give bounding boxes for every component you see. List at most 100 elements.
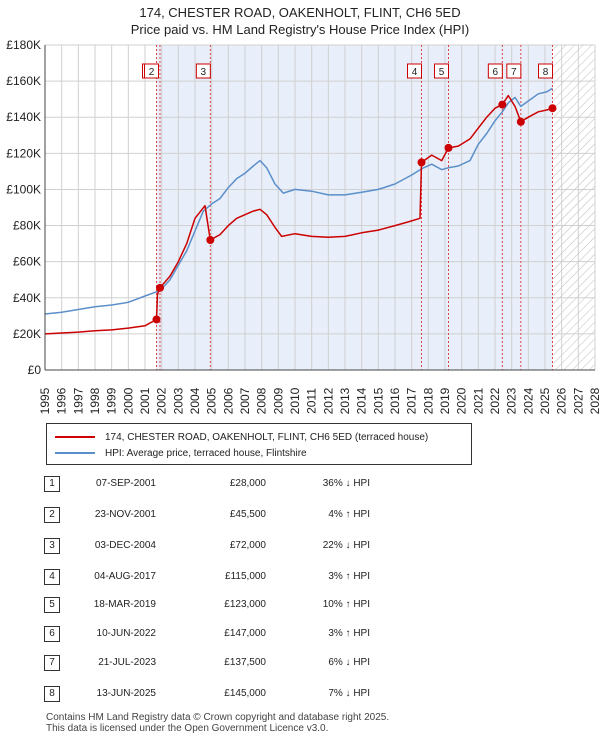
- sale-point: [548, 104, 557, 113]
- row-number: 2: [44, 507, 60, 523]
- x-tick-label: 2008: [255, 387, 269, 414]
- row-number: 3: [44, 538, 60, 554]
- table-row: 4 04-AUG-2017 £115,000 3% ↑ HPI: [0, 566, 600, 586]
- row-price: £137,500: [224, 657, 266, 668]
- x-tick-label: 2010: [288, 387, 302, 414]
- row-hpi-diff: 6% ↓ HPI: [328, 657, 370, 668]
- sale-point: [417, 158, 426, 167]
- y-tick-label: £80K: [13, 219, 41, 233]
- sale-point: [206, 236, 215, 244]
- x-tick-label: 2018: [421, 387, 435, 414]
- row-price: £147,000: [224, 628, 266, 639]
- footer-line-1: Contains HM Land Registry data © Crown c…: [46, 712, 390, 723]
- legend-hpi-label: HPI: Average price, terraced house, Flin…: [105, 447, 307, 459]
- y-tick-label: £160K: [6, 74, 41, 88]
- table-row: 1 07-SEP-2001 £28,000 36% ↓ HPI: [0, 473, 600, 493]
- hpi-line: [44, 87, 553, 315]
- legend-item-property: 174, CHESTER ROAD, OAKENHOLT, FLINT, CH6…: [55, 430, 428, 444]
- x-tick-label: 2004: [188, 387, 202, 414]
- sale-label: 6: [493, 67, 499, 78]
- row-price: £72,000: [229, 540, 266, 551]
- sale-label: 3: [201, 67, 207, 78]
- row-date: 21-JUL-2023: [98, 657, 156, 668]
- table-row: 7 21-JUL-2023 £137,500 6% ↓ HPI: [0, 652, 600, 672]
- table-row: 5 18-MAR-2019 £123,000 10% ↑ HPI: [0, 594, 600, 614]
- sale-point: [156, 283, 164, 292]
- row-price: £45,500: [229, 509, 266, 520]
- row-price: £28,000: [229, 478, 266, 489]
- x-tick-label: 2017: [405, 387, 419, 414]
- legend-item-hpi: HPI: Average price, terraced house, Flin…: [55, 446, 307, 460]
- x-tick-label: 2001: [138, 387, 152, 414]
- x-tick-label: 2013: [338, 387, 352, 414]
- x-tick-label: 2009: [271, 387, 285, 414]
- sale-point: [152, 315, 161, 324]
- x-tick-label: 2022: [488, 387, 502, 414]
- row-hpi-diff: 3% ↑ HPI: [328, 628, 370, 639]
- attribution-footer: Contains HM Land Registry data © Crown c…: [46, 712, 389, 734]
- row-number: 1: [44, 476, 60, 492]
- sale-label: 2: [149, 67, 155, 78]
- row-price: £123,000: [224, 599, 266, 610]
- x-tick-label: 2020: [455, 387, 469, 414]
- chart-legend: 174, CHESTER ROAD, OAKENHOLT, FLINT, CH6…: [46, 423, 472, 465]
- y-tick-label: £180K: [6, 38, 41, 52]
- x-tick-label: 2012: [321, 387, 335, 414]
- x-tick-label: 2016: [388, 387, 402, 414]
- row-hpi-diff: 22% ↓ HPI: [322, 540, 370, 551]
- y-tick-label: £40K: [13, 291, 41, 305]
- footer-line-2: This data is licensed under the Open Gov…: [46, 723, 329, 734]
- sale-label: 5: [439, 67, 445, 78]
- x-tick-label: 2003: [171, 387, 185, 414]
- sale-label: 8: [543, 67, 549, 78]
- legend-property-swatch: [55, 436, 95, 438]
- x-tick-label: 1999: [105, 387, 119, 414]
- x-tick-label: 2007: [238, 387, 252, 414]
- x-tick-label: 2015: [371, 387, 385, 414]
- y-tick-label: £140K: [6, 110, 41, 124]
- sale-label: 7: [511, 67, 517, 78]
- row-number: 4: [44, 569, 60, 585]
- x-tick-label: 2019: [438, 387, 452, 414]
- sale-point: [516, 117, 525, 126]
- title-line-1: 174, CHESTER ROAD, OAKENHOLT, FLINT, CH6…: [139, 5, 461, 20]
- y-tick-label: £60K: [13, 255, 41, 269]
- x-tick-label: 1995: [38, 387, 52, 414]
- sale-label-box: [538, 63, 553, 79]
- x-tick-label: 2024: [521, 387, 535, 414]
- row-number: 5: [44, 597, 60, 613]
- y-tick-label: £100K: [6, 182, 41, 196]
- x-tick-label: 2025: [538, 387, 552, 414]
- row-number: 6: [44, 626, 60, 642]
- sale-label-box: [487, 63, 503, 79]
- sale-label: 4: [412, 67, 418, 78]
- ownership-shading: [156, 45, 553, 370]
- x-tick-label: 2023: [505, 387, 519, 414]
- legend-property-label: 174, CHESTER ROAD, OAKENHOLT, FLINT, CH6…: [105, 431, 429, 443]
- row-date: 10-JUN-2022: [96, 628, 156, 639]
- row-date: 13-JUN-2025: [96, 688, 156, 699]
- sale-label-box: [195, 63, 211, 79]
- sale-label-box: [144, 63, 159, 79]
- legend-hpi-swatch: [55, 452, 95, 454]
- row-date: 23-NOV-2001: [94, 509, 156, 520]
- forecast-hatch: [552, 45, 595, 370]
- table-row: 6 10-JUN-2022 £147,000 3% ↑ HPI: [0, 623, 600, 643]
- x-tick-label: 2027: [571, 387, 585, 414]
- row-hpi-diff: 7% ↓ HPI: [328, 688, 370, 699]
- x-tick-label: 1998: [88, 387, 102, 414]
- table-row: 8 13-JUN-2025 £145,000 7% ↓ HPI: [0, 683, 600, 703]
- row-hpi-diff: 36% ↓ HPI: [322, 478, 370, 489]
- property-price-line: [44, 94, 553, 335]
- x-tick-label: 2000: [121, 387, 135, 414]
- row-hpi-diff: 4% ↑ HPI: [328, 509, 370, 520]
- x-tick-label: 2011: [305, 388, 319, 414]
- row-date: 18-MAR-2019: [93, 599, 156, 610]
- row-price: £115,000: [225, 571, 266, 582]
- row-date: 04-AUG-2017: [94, 571, 156, 582]
- table-row: 3 03-DEC-2004 £72,000 22% ↓ HPI: [0, 535, 600, 555]
- chart-title: 174, CHESTER ROAD, OAKENHOLT, FLINT, CH6…: [0, 4, 600, 38]
- x-tick-label: 2002: [155, 387, 169, 414]
- x-tick-label: 2014: [355, 387, 369, 414]
- row-hpi-diff: 10% ↑ HPI: [322, 599, 370, 610]
